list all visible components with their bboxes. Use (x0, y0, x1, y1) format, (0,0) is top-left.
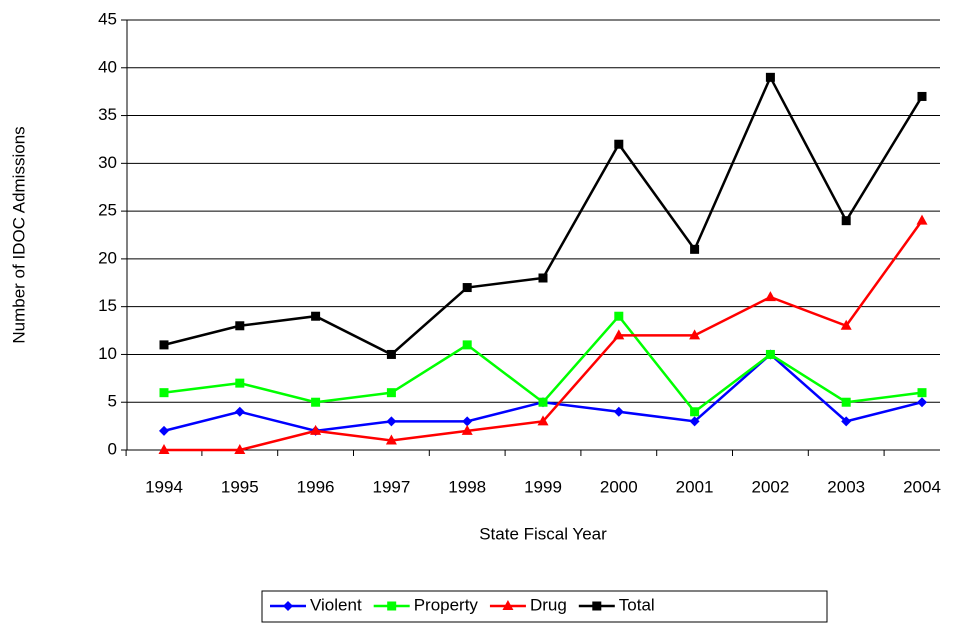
x-tick-label: 1997 (372, 477, 410, 496)
marker (917, 397, 927, 408)
marker (592, 601, 602, 611)
marker (841, 216, 851, 226)
x-axis-label: State Fiscal Year (479, 524, 607, 543)
marker (690, 407, 700, 417)
x-tick-label: 2000 (600, 477, 638, 496)
y-tick-label: 25 (98, 201, 117, 220)
marker (765, 349, 775, 359)
marker (917, 91, 927, 101)
marker (386, 349, 396, 359)
marker (462, 283, 472, 293)
marker (917, 388, 927, 398)
marker (311, 397, 321, 407)
x-tick-label: 1996 (297, 477, 335, 496)
x-tick-label: 1998 (448, 477, 486, 496)
legend-label: Drug (530, 595, 567, 614)
legend-label: Property (414, 595, 479, 614)
marker (159, 425, 169, 436)
marker (537, 415, 549, 426)
marker (158, 444, 170, 454)
marker (841, 397, 851, 407)
marker (613, 406, 624, 417)
marker (159, 340, 169, 350)
marker (538, 273, 548, 283)
marker (234, 444, 246, 454)
y-tick-label: 5 (108, 392, 117, 411)
marker (765, 72, 775, 82)
marker (690, 244, 700, 254)
marker (461, 424, 473, 435)
series-line (163, 74, 924, 356)
y-tick-label: 45 (98, 9, 117, 28)
legend-box (261, 590, 828, 623)
x-tick-label: 1994 (145, 477, 183, 496)
marker (764, 291, 776, 302)
x-tick-label: 2004 (903, 477, 941, 496)
marker (159, 388, 169, 398)
marker (310, 424, 322, 435)
y-tick-label: 40 (98, 57, 117, 76)
marker (614, 139, 624, 149)
marker (462, 340, 472, 350)
marker (613, 329, 625, 340)
marker (234, 406, 245, 417)
x-tick-label: 2001 (676, 477, 714, 496)
marker (614, 311, 624, 321)
marker (916, 214, 928, 225)
marker (235, 378, 245, 388)
legend-label: Total (619, 595, 655, 614)
marker (462, 416, 473, 427)
marker (385, 434, 397, 445)
y-tick-label: 10 (98, 344, 117, 363)
marker (840, 319, 852, 330)
marker (387, 601, 397, 611)
marker (841, 416, 852, 427)
x-tick-label: 1995 (221, 477, 259, 496)
x-tick-label: 2002 (751, 477, 789, 496)
marker (538, 397, 548, 407)
x-tick-label: 1999 (524, 477, 562, 496)
y-tick-label: 35 (98, 105, 117, 124)
y-tick-label: 15 (98, 296, 117, 315)
marker (502, 600, 514, 610)
marker (235, 321, 245, 331)
marker (386, 388, 396, 398)
y-tick-label: 20 (98, 248, 117, 267)
y-tick-label: 0 (108, 439, 117, 458)
y-tick-label: 30 (98, 153, 117, 172)
legend-label: Violent (310, 595, 362, 614)
marker (386, 416, 397, 427)
marker (311, 311, 321, 321)
x-tick-label: 2003 (827, 477, 865, 496)
marker (689, 329, 701, 340)
y-axis-label: Number of IDOC Admissions (9, 126, 28, 343)
marker (689, 416, 700, 427)
marker (283, 601, 293, 611)
legend: Violent Property Drug Total (261, 590, 828, 623)
